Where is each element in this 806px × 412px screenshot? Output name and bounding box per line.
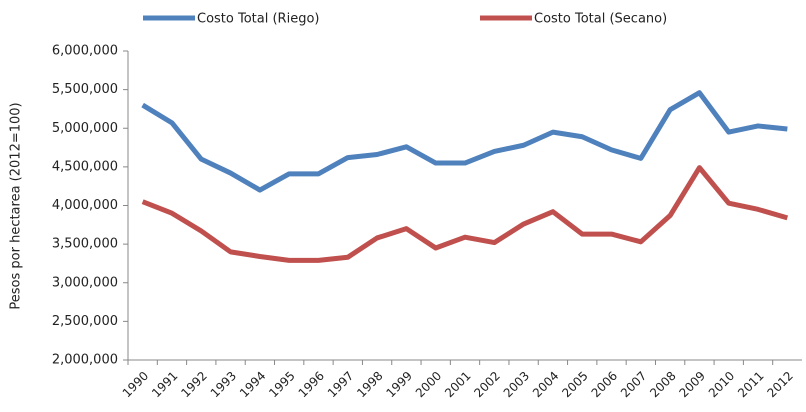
x-tick-label: 1998 — [354, 369, 385, 400]
x-tick-label: 2011 — [735, 369, 766, 400]
x-tick-label: 2012 — [764, 369, 795, 400]
x-tick-label: 2002 — [471, 369, 502, 400]
legend-label: Costo Total (Secano) — [534, 12, 667, 27]
y-tick-label: 5,000,000 — [52, 121, 118, 136]
x-tick-label: 1992 — [178, 369, 209, 400]
y-tick-label: 4,500,000 — [52, 159, 118, 174]
series-line — [141, 90, 788, 193]
legend-label: Costo Total (Riego) — [197, 12, 319, 27]
x-tick-label: 1991 — [149, 369, 180, 400]
y-tick-label: 4,000,000 — [52, 198, 118, 213]
x-tick-label: 1999 — [383, 369, 414, 400]
y-tick-label: 2,500,000 — [52, 314, 118, 329]
x-tick-label: 2005 — [559, 369, 590, 400]
y-tick-label: 2,000,000 — [52, 353, 118, 368]
x-tick-label: 2010 — [706, 369, 737, 400]
x-tick-label: 2009 — [677, 369, 708, 400]
x-tick-label: 2000 — [413, 369, 444, 400]
x-tick-label: 1997 — [325, 369, 356, 400]
y-tick-label: 3,000,000 — [52, 275, 118, 290]
series-line — [141, 165, 789, 263]
x-tick-label: 1994 — [237, 369, 268, 400]
x-tick-label: 2008 — [647, 369, 678, 400]
x-tick-label: 2004 — [530, 369, 561, 400]
x-tick-label: 1995 — [266, 369, 297, 400]
x-tick-label: 1993 — [208, 369, 239, 400]
y-tick-label: 5,500,000 — [52, 82, 118, 97]
x-tick-label: 2007 — [618, 369, 649, 400]
x-tick-label: 2006 — [589, 369, 620, 400]
y-tick-label: 3,500,000 — [52, 237, 118, 252]
y-axis-title: Pesos por hectarea (2012=100) — [9, 102, 24, 309]
x-tick-label: 2001 — [442, 369, 473, 400]
x-tick-label: 1996 — [296, 369, 327, 400]
x-tick-label: 1990 — [120, 369, 151, 400]
y-tick-label: 6,000,000 — [52, 44, 118, 59]
x-tick-label: 2003 — [501, 369, 532, 400]
